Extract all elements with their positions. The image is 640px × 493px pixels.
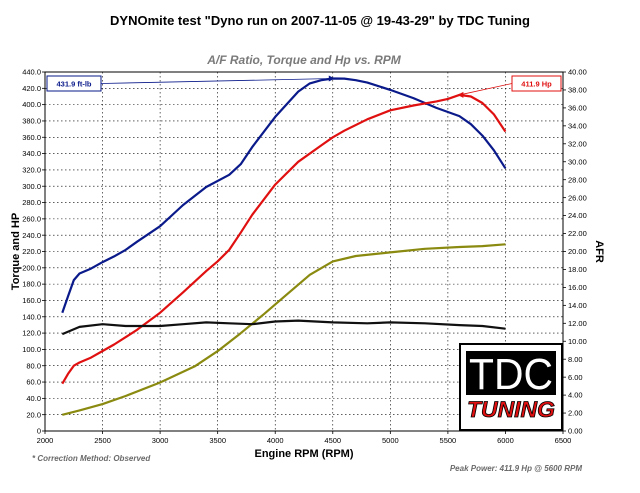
y-tick-label: 80.0 [26,361,41,370]
x-tick-label: 3500 [209,436,226,445]
y-tick-label: 400.0 [22,100,41,109]
x-tick-label: 2500 [94,436,111,445]
chart-subtitle: A/F Ratio, Torque and Hp vs. RPM [207,53,401,67]
y-tick-label: 300.0 [22,182,41,191]
x-tick-label: 4500 [324,436,341,445]
torque-peak-arrow [328,75,335,82]
peak-power-note: Peak Power: 411.9 Hp @ 5600 RPM [449,464,582,473]
y2-tick-label: 24.00 [568,211,587,220]
y-tick-label: 380.0 [22,117,41,126]
series-line-0 [61,77,507,314]
plot-frame [44,71,564,432]
x-tick-label: 4000 [267,436,284,445]
y2-tick-label: 8.00 [568,355,583,364]
hp-peak-arrow [457,91,464,98]
y-tick-label: 420.0 [22,84,41,93]
y-tick-label: 360.0 [22,133,41,142]
logo-bottom-text: TUNING [467,397,555,422]
y2-tick-label: 36.00 [568,104,587,113]
y-tick-label: 220.0 [22,247,41,256]
torque-peak-label: 431.9 ft-lb [56,80,91,89]
torque-peak-leader [100,78,333,84]
y-tick-label: 40.0 [26,394,41,403]
annotation-layer: 431.9 ft-lb 411.9 Hp [46,75,562,98]
y2-tick-label: 26.00 [568,193,587,202]
y2-tick-label: 4.00 [568,391,583,400]
y-tick-label: 0 [37,427,41,436]
y-tick-label: 60.0 [26,378,41,387]
y-tick-label: 240.0 [22,231,41,240]
series-line-2 [62,243,506,416]
x-tick-label: 5500 [440,436,457,445]
y2-tick-label: 20.00 [568,247,587,256]
correction-note: * Correction Method: Observed [32,454,151,463]
y2-tick-label: 14.00 [568,301,587,310]
y-tick-label: 120.0 [22,329,41,338]
y2-tick-label: 38.00 [568,86,587,95]
x-tick-label: 6500 [555,436,572,445]
y2-tick-label: 2.00 [568,409,583,418]
y-tick-label: 200.0 [22,263,41,272]
y-tick-label: 320.0 [22,166,41,175]
axes: 0 20.0 40.0 60.0 80.0 100.0 120.0 140.0 160.0 180… [10,68,605,460]
x-tick-label: 5000 [382,436,399,445]
y2-tick-label: 40.00 [568,68,587,77]
y2-axis-label: AFR [593,240,605,263]
series-line-3 [61,319,506,336]
y-tick-label: 340.0 [22,149,41,158]
y-tick-label: 100.0 [22,345,41,354]
y-tick-label: 260.0 [22,214,41,223]
x-tick-label: 6000 [497,436,514,445]
x-axis-label: Engine RPM (RPM) [255,448,354,460]
y2-tick-label: 16.00 [568,283,587,292]
y-tick-label: 160.0 [22,296,41,305]
y2-tick-label: 28.00 [568,175,587,184]
y2-tick-label: 0.00 [568,427,583,436]
hp-peak-leader [459,83,513,96]
y2-tick-label: 12.00 [568,319,587,328]
y2-tick-label: 34.00 [568,121,587,130]
y2-tick-label: 30.00 [568,157,587,166]
y2-tick-label: 18.00 [568,265,587,274]
y-tick-label: 140.0 [22,312,41,321]
chart-title: DYNOmite test "Dyno run on 2007-11-05 @ … [110,13,530,28]
y2-tick-label: 32.00 [568,139,587,148]
series-line-1 [61,93,507,385]
x-tick-label: 3000 [152,436,169,445]
y-tick-label: 280.0 [22,198,41,207]
y-axis-label: Torque and HP [10,213,22,290]
series-layer [61,77,507,416]
y-tick-label: 20.0 [26,410,41,419]
y-tick-label: 180.0 [22,280,41,289]
y-tick-label: 440.0 [22,68,41,77]
y2-tick-label: 22.00 [568,229,587,238]
logo-top-text: TDC [469,350,553,399]
tdc-tuning-logo: TDC TUNING [459,343,563,431]
hp-peak-label: 411.9 Hp [521,80,552,89]
x-tick-label: 2000 [37,436,54,445]
y2-tick-label: 6.00 [568,373,583,382]
hp-peak-box [511,75,562,92]
y2-tick-label: 10.00 [568,337,587,346]
